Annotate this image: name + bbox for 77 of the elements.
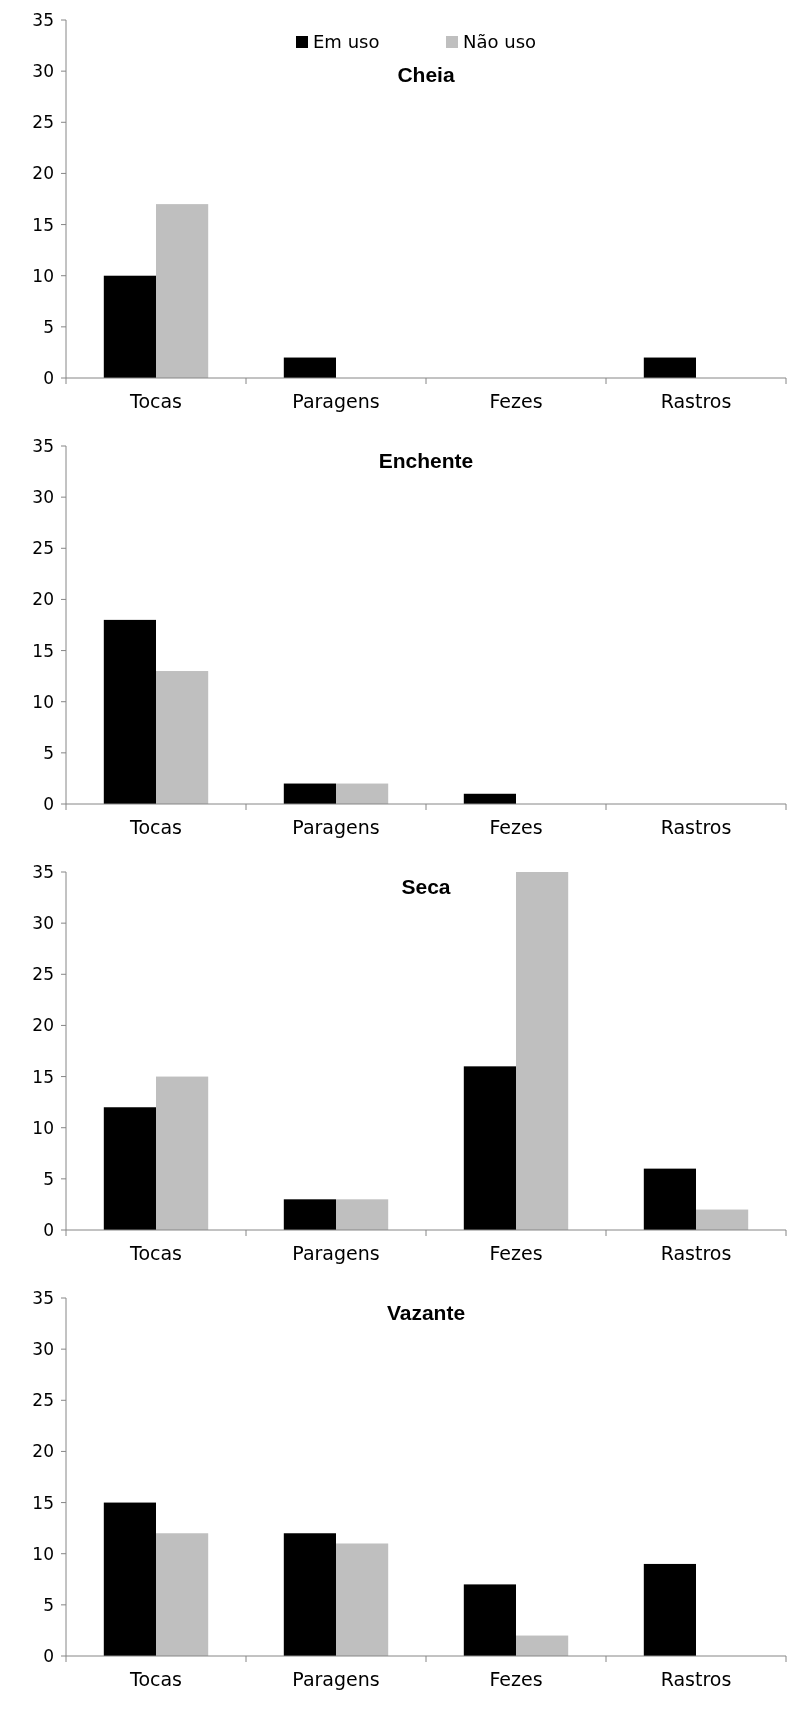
x-tick-label: Paragens [292,390,380,412]
bar [103,619,156,804]
y-tick-label: 30 [32,1339,54,1360]
bar [463,1066,516,1230]
x-tick-label: Rastros [660,390,732,412]
y-tick-label: 10 [32,1543,54,1564]
y-tick-label: 25 [32,1390,54,1411]
bar [156,671,209,804]
x-tick-label: Rastros [660,1668,732,1690]
y-tick-label: 30 [32,61,54,82]
x-tick-label: Tocas [129,390,182,412]
y-tick-label: 15 [32,214,54,235]
bar [103,1107,156,1230]
bar [283,357,336,378]
y-tick-label: 0 [43,793,54,814]
bar [516,1635,569,1656]
bar [283,1199,336,1230]
y-tick-label: 35 [32,9,54,30]
x-tick-label: Paragens [292,816,380,838]
y-tick-label: 5 [43,1168,54,1189]
bar [283,1533,336,1656]
y-tick-label: 20 [32,1015,54,1036]
bar [336,1199,389,1230]
y-tick-label: 10 [32,265,54,286]
y-tick-label: 35 [32,435,54,456]
x-tick-label: Rastros [660,816,732,838]
y-tick-label: 0 [43,367,54,388]
y-tick-label: 25 [32,964,54,985]
chart-title: Vazante [386,1301,466,1324]
bar [696,1209,749,1230]
y-tick-label: 30 [32,913,54,934]
y-tick-label: 15 [32,1066,54,1087]
x-tick-label: Fezes [489,390,543,412]
x-tick-label: Rastros [660,1242,732,1264]
bar [156,1076,209,1230]
chart-title: Seca [401,875,451,898]
x-tick-label: Fezes [489,1668,543,1690]
y-tick-label: 0 [43,1219,54,1240]
x-tick-label: Tocas [129,1242,182,1264]
bar [463,1584,516,1656]
y-tick-label: 25 [32,538,54,559]
y-tick-label: 5 [43,1594,54,1615]
bar [336,783,389,804]
y-tick-label: 20 [32,163,54,184]
y-tick-label: 20 [32,1441,54,1462]
bar [643,1563,696,1656]
bar [643,1168,696,1230]
y-tick-label: 35 [32,1287,54,1308]
bar [643,357,696,378]
y-tick-label: 0 [43,1645,54,1666]
bar [516,872,569,1230]
chart-title: Enchente [378,449,474,472]
legend-label: Não uso [463,31,537,53]
y-tick-label: 35 [32,861,54,882]
y-tick-label: 15 [32,1492,54,1513]
y-tick-label: 30 [32,487,54,508]
y-tick-label: 25 [32,112,54,133]
x-tick-label: Paragens [292,1668,380,1690]
y-tick-label: 20 [32,589,54,610]
x-tick-label: Fezes [489,1242,543,1264]
legend-label: Em uso [313,31,380,53]
x-tick-label: Fezes [489,816,543,838]
bar [156,204,209,378]
bar [156,1533,209,1656]
x-tick-label: Tocas [129,1668,182,1690]
y-tick-label: 10 [32,691,54,712]
y-tick-label: 5 [43,742,54,763]
bar [336,1543,389,1656]
bar [103,1502,156,1656]
bar [283,783,336,804]
x-tick-label: Paragens [292,1242,380,1264]
text: Cheia [397,63,455,86]
y-tick-label: 10 [32,1117,54,1138]
bar [103,275,156,378]
x-tick-label: Tocas [129,816,182,838]
y-tick-label: 15 [32,640,54,661]
y-tick-label: 5 [43,316,54,337]
